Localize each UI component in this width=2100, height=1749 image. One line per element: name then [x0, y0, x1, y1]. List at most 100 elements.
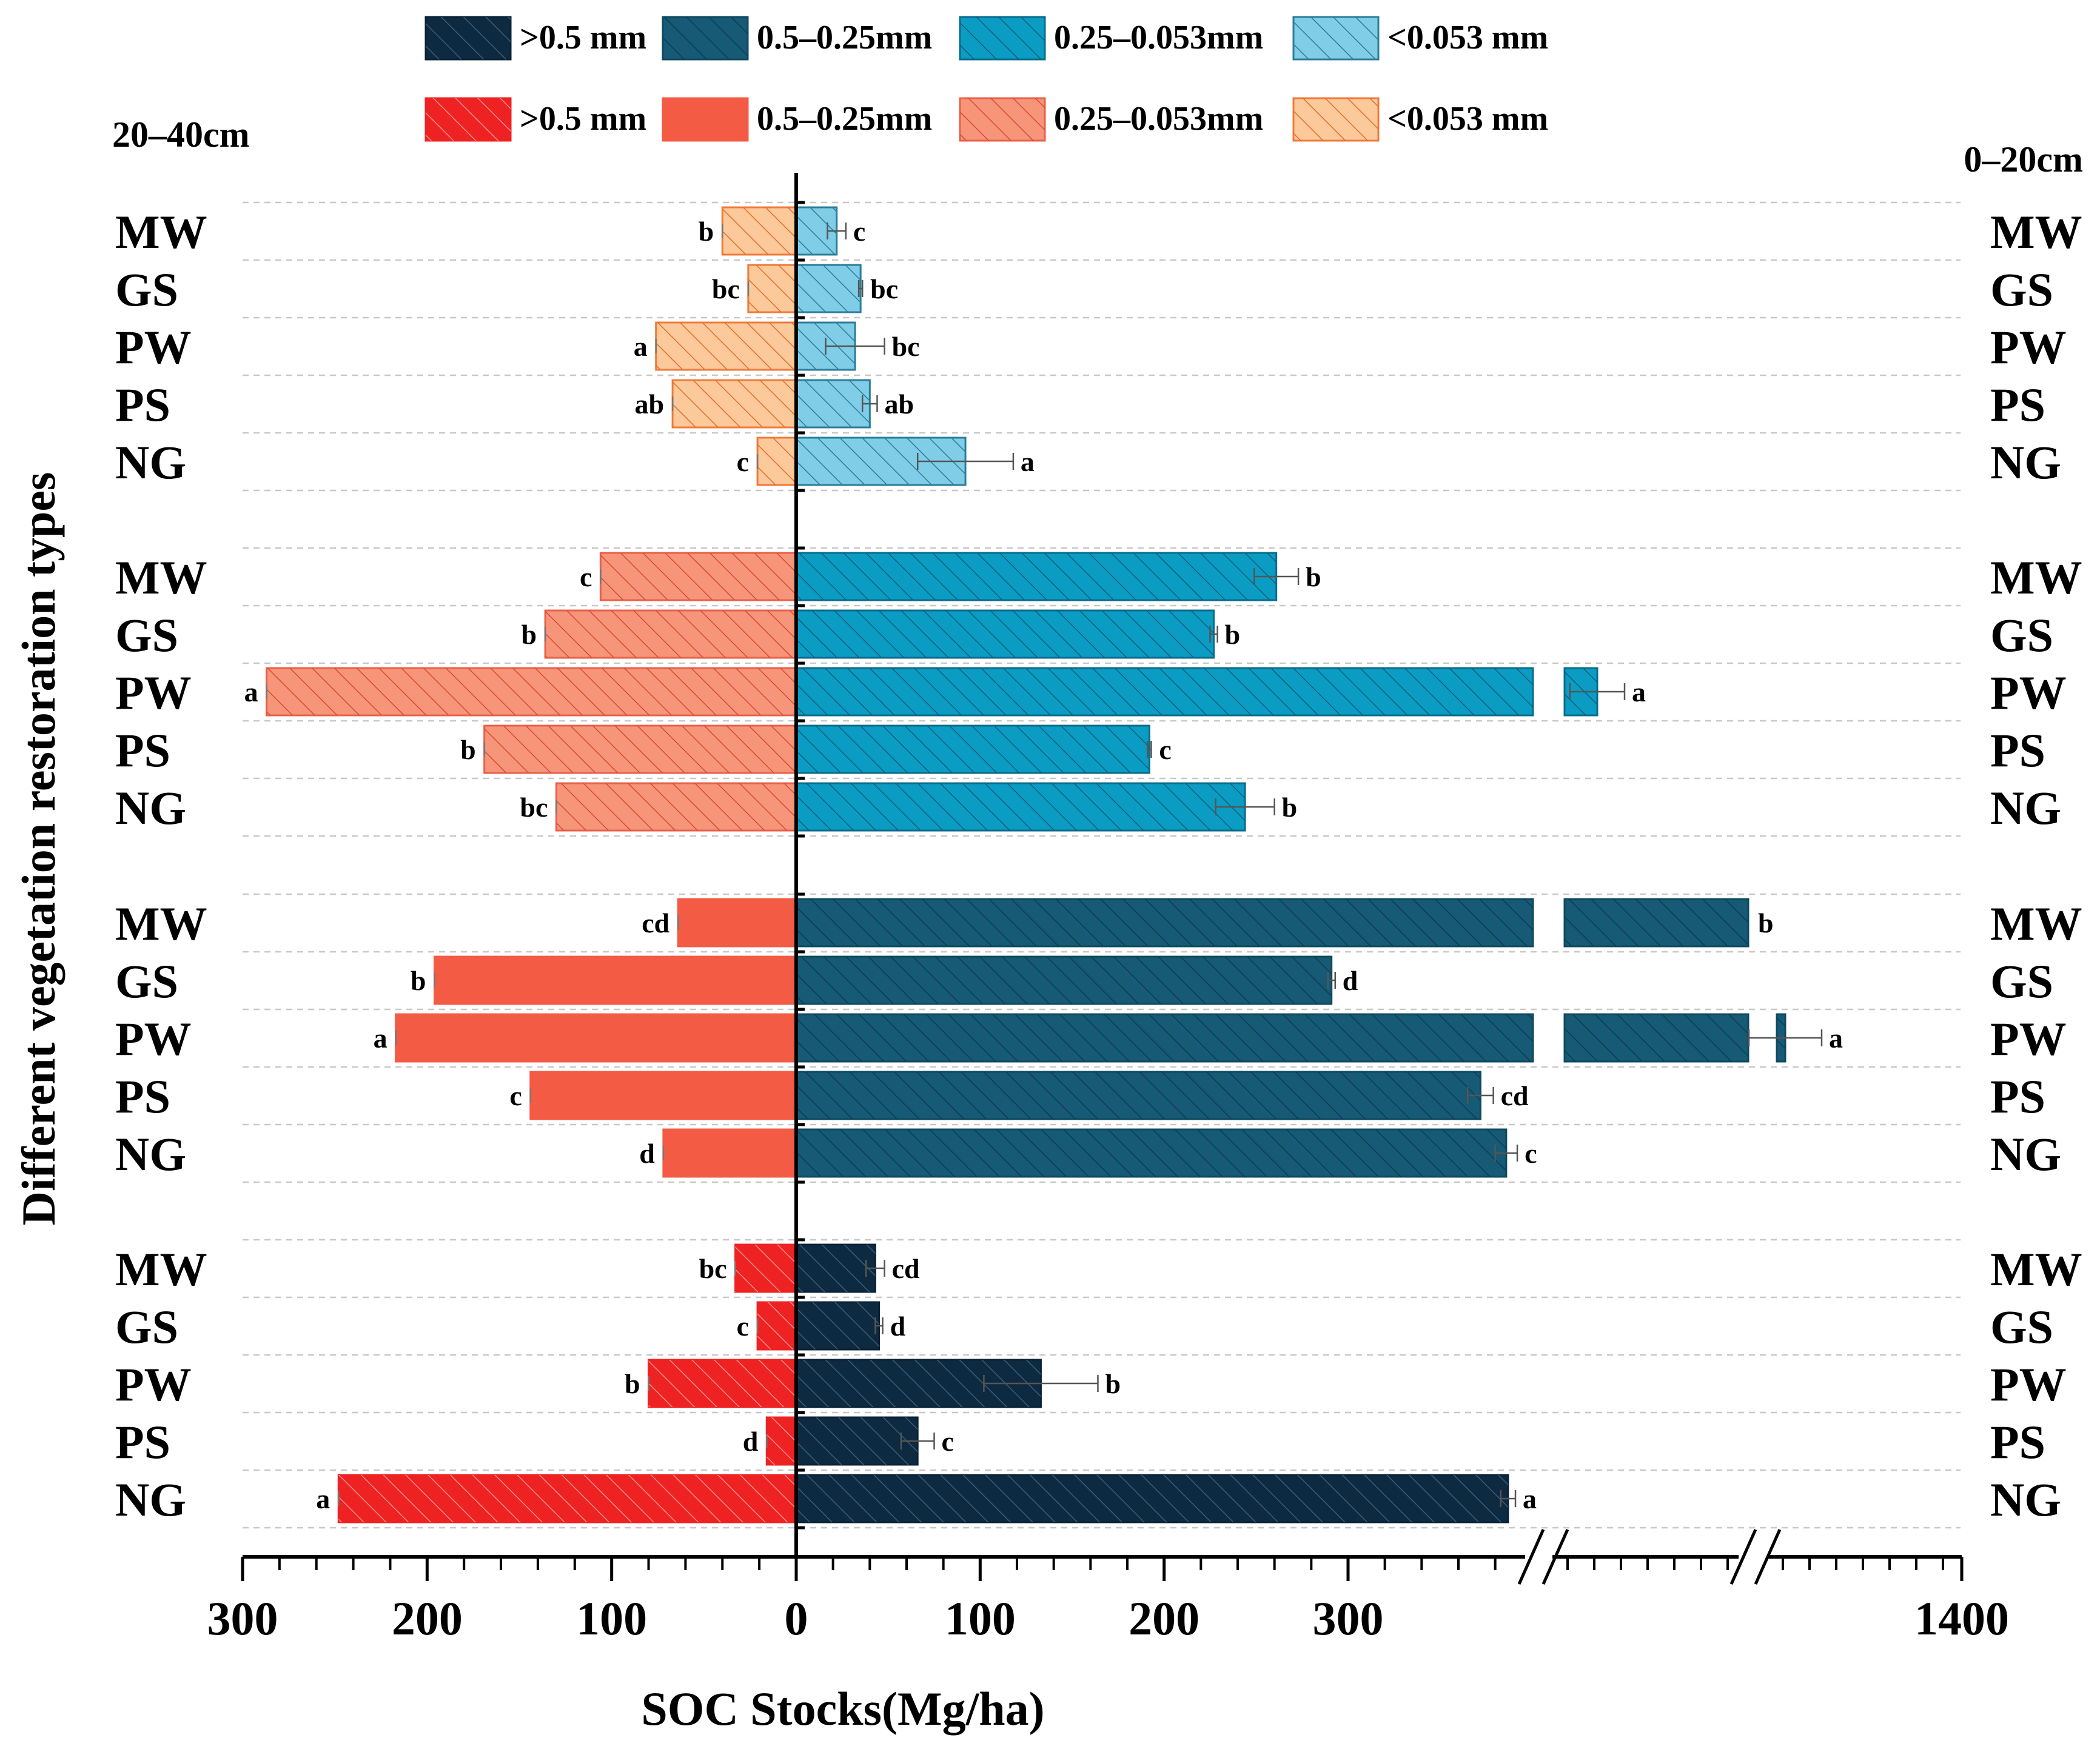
category-label-right: PW — [1990, 1012, 2067, 1065]
left-bar-hatch — [648, 1360, 796, 1407]
right-bar-hatch — [796, 380, 870, 427]
right-significance-letter: d — [1343, 965, 1358, 996]
right-bar-hatch — [1565, 899, 1748, 946]
left-significance-letter: b — [522, 619, 537, 650]
x-tick-label: 1400 — [1914, 1592, 2009, 1645]
left-bar-hatch — [735, 1245, 796, 1292]
category-label-right: PS — [1990, 1416, 2045, 1468]
left-bar-hatch — [673, 380, 796, 427]
legend-label: <0.053 mm — [1387, 100, 1548, 138]
category-label-left: MW — [115, 551, 207, 604]
right-significance-letter: bc — [870, 273, 898, 304]
right-significance-letter: c — [1159, 734, 1171, 765]
right-bar-hatch — [796, 1014, 1533, 1062]
x-tick-label: 100 — [945, 1592, 1016, 1645]
left-significance-letter: b — [460, 734, 476, 765]
left-significance-letter: c — [737, 1311, 749, 1342]
left-bar-hatch — [757, 438, 796, 485]
right-significance-letter: cd — [892, 1253, 920, 1284]
left-significance-letter: bc — [520, 792, 548, 823]
x-tick-label: 300 — [207, 1592, 278, 1645]
left-significance-letter: c — [737, 446, 749, 477]
right-bar-hatch — [796, 553, 1276, 600]
category-label-right: PS — [1990, 378, 2045, 431]
category-label-left: MW — [115, 897, 207, 950]
left-significance-letter: bc — [712, 273, 740, 304]
right-significance-letter: b — [1282, 792, 1298, 823]
left-significance-letter: d — [743, 1426, 759, 1457]
category-label-right: PW — [1990, 666, 2067, 719]
axis-break-mark — [1541, 1528, 1569, 1585]
left-bar-gs — [434, 955, 797, 1005]
left-bar-hatch — [556, 783, 796, 831]
legend-label: >0.5 mm — [520, 19, 646, 56]
left-significance-letter: b — [625, 1368, 640, 1399]
category-label-left: PW — [115, 666, 192, 719]
legend-swatch-hatch — [663, 17, 748, 59]
right-bar-hatch — [796, 957, 1332, 1004]
right-significance-letter: c — [942, 1426, 954, 1457]
right-bar-hatch — [796, 726, 1150, 773]
category-label-right: MW — [1990, 897, 2082, 950]
category-label-right: GS — [1990, 1300, 2053, 1353]
right-significance-letter: ab — [884, 389, 914, 420]
left-bar-hatch — [767, 1417, 796, 1465]
x-tick-label: 200 — [1129, 1592, 1199, 1645]
category-label-left: PS — [115, 1070, 170, 1123]
left-bar-hatch — [338, 1475, 796, 1522]
category-label-left: GS — [115, 609, 178, 661]
right-depth-label: 0–20cm — [1964, 139, 2083, 179]
left-bar-pw — [395, 1013, 797, 1063]
left-significance-letter: a — [634, 331, 648, 362]
category-label-right: MW — [1990, 551, 2082, 604]
category-label-right: NG — [1990, 781, 2061, 834]
axes-layer: 300 200 100 0 100 200 300 1400 SOC Stocks(Mg/ha)… — [12, 115, 2083, 1735]
gridlines — [243, 201, 1961, 1529]
left-significance-letter: c — [509, 1080, 522, 1111]
category-label-left: PW — [115, 321, 192, 373]
left-bar-hatch — [484, 726, 796, 773]
category-label-left: NG — [115, 1473, 186, 1526]
right-significance-letter: a — [1632, 677, 1646, 707]
right-bar-hatch — [796, 668, 1533, 715]
legend-swatch — [662, 97, 749, 142]
right-significance-letter: b — [1225, 619, 1241, 650]
legend-label: <0.053 mm — [1387, 19, 1548, 56]
category-label-right: GS — [1990, 955, 2053, 1008]
category-label-right: NG — [1990, 436, 2061, 489]
category-label-right: PS — [1990, 724, 2045, 777]
right-bar-hatch — [796, 1475, 1508, 1522]
axis-break-mark — [1729, 1528, 1757, 1585]
legend-label: 0.5–0.25mm — [757, 100, 932, 138]
right-bar-hatch — [796, 783, 1246, 831]
category-label-right: PS — [1990, 1070, 2045, 1123]
right-bar-hatch — [796, 1129, 1506, 1177]
left-depth-label: 20–40cm — [112, 115, 250, 155]
category-label-left: GS — [115, 1300, 178, 1353]
category-label-right: MW — [1990, 1243, 2082, 1296]
left-bar-mw — [677, 898, 797, 948]
category-label-right: PW — [1990, 321, 2067, 373]
category-label-right: GS — [1990, 609, 2053, 661]
category-label-left: NG — [115, 436, 186, 489]
left-bar-ps — [529, 1071, 797, 1120]
left-bar-ng — [662, 1128, 797, 1178]
legend-swatch-hatch — [1293, 17, 1378, 59]
legend-swatch-hatch — [960, 17, 1045, 59]
category-label-left: PS — [115, 378, 170, 431]
legend-label: >0.5 mm — [520, 100, 646, 138]
x-axis-title: SOC Stocks(Mg/ha) — [641, 1682, 1044, 1735]
left-significance-letter: d — [639, 1138, 655, 1169]
right-bar-hatch — [796, 1417, 918, 1465]
left-significance-letter: a — [374, 1023, 387, 1054]
right-significance-letter: b — [1306, 561, 1321, 592]
legend-swatch-hatch — [426, 17, 511, 59]
left-bar-hatch — [748, 265, 796, 312]
category-label-left: PW — [115, 1012, 192, 1065]
bars-layer — [266, 206, 1823, 1523]
category-label-left: GS — [115, 263, 178, 316]
x-tick-label: 200 — [392, 1592, 463, 1645]
left-bar-hatch — [722, 207, 796, 255]
